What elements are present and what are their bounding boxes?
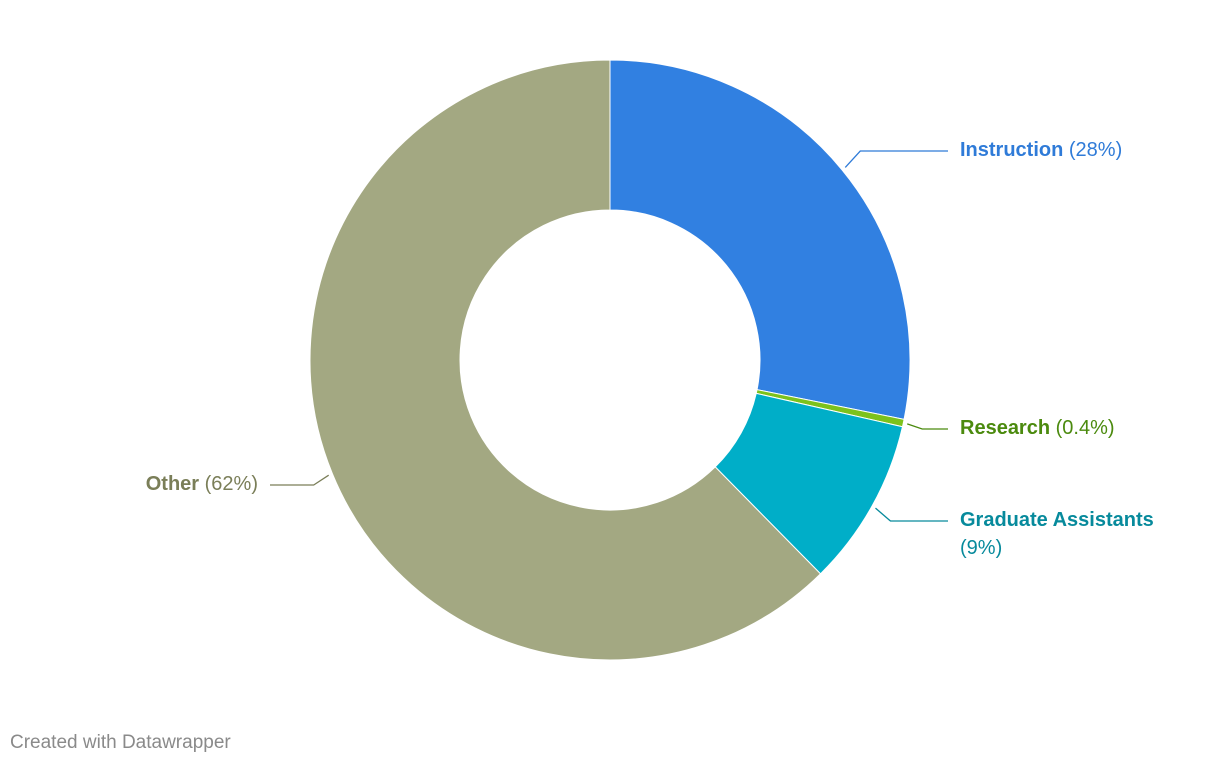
slice-value-label: (9%) <box>960 537 1002 559</box>
leader-line <box>844 150 948 168</box>
slice-name: Research <box>960 417 1050 439</box>
slice-name: Graduate Assistants <box>960 509 1154 531</box>
credit: Created with Datawrapper <box>10 732 231 753</box>
slice-value-label: (0.4%) <box>1050 417 1114 439</box>
slice-label: Other (62%) <box>146 473 258 495</box>
slice-label: Research (0.4%) <box>960 417 1115 439</box>
slice-name: Instruction <box>960 139 1063 161</box>
slice-value-label: (28%) <box>1063 139 1122 161</box>
leader-line <box>270 474 330 486</box>
slice-label: Graduate Assistants (9%) <box>960 509 1154 559</box>
slice-name: Other <box>146 473 200 495</box>
leader-line <box>907 423 948 430</box>
donut-slice <box>309 59 822 661</box>
leader-line <box>875 507 948 522</box>
slice-value-label: (62%) <box>199 473 258 495</box>
donut-slice <box>609 59 911 420</box>
slice-label: Instruction (28%) <box>960 139 1122 161</box>
